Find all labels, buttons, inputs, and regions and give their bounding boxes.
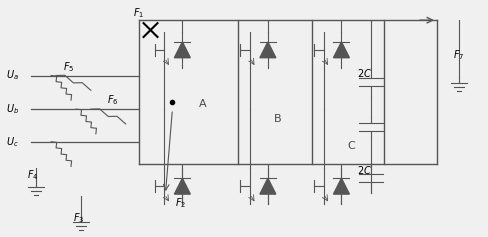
- Text: $F_2$: $F_2$: [175, 196, 186, 210]
- Text: A: A: [199, 99, 206, 109]
- Polygon shape: [174, 42, 190, 58]
- Bar: [139, 20, 238, 164]
- Text: $U_c$: $U_c$: [6, 135, 19, 149]
- Text: $U_a$: $U_a$: [6, 68, 19, 82]
- Polygon shape: [260, 42, 276, 58]
- Text: $F_6$: $F_6$: [107, 93, 119, 107]
- Text: $F_7$: $F_7$: [453, 48, 465, 62]
- Polygon shape: [333, 42, 349, 58]
- Polygon shape: [260, 178, 276, 194]
- Text: B: B: [274, 114, 282, 124]
- Polygon shape: [333, 178, 349, 194]
- Text: $F_3$: $F_3$: [73, 211, 84, 225]
- Polygon shape: [174, 178, 190, 194]
- Text: $2C$: $2C$: [357, 68, 372, 79]
- Text: $F_4$: $F_4$: [27, 168, 39, 182]
- Text: $U_b$: $U_b$: [6, 102, 20, 116]
- Bar: [312, 20, 384, 164]
- Text: $F_1$: $F_1$: [133, 6, 144, 20]
- Bar: [238, 20, 312, 164]
- Text: $F_5$: $F_5$: [63, 61, 75, 74]
- Text: $2C$: $2C$: [357, 164, 372, 176]
- Text: C: C: [347, 141, 355, 151]
